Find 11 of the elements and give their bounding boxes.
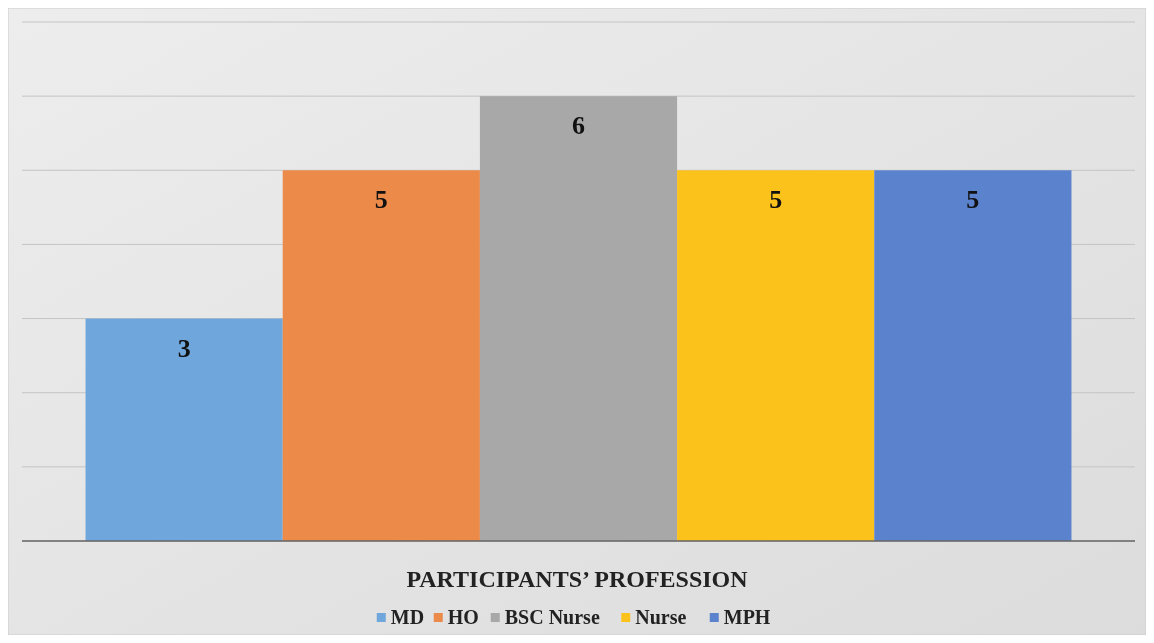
legend-label: MPH — [723, 606, 771, 628]
legend-label: BSC Nurse — [504, 606, 600, 628]
legend-label: Nurse — [635, 606, 687, 628]
data-label: 5 — [966, 185, 980, 215]
legend-label: MD — [390, 606, 425, 628]
data-label: 5 — [374, 185, 388, 215]
x-axis-title: PARTICIPANTS’ PROFESSION — [406, 566, 749, 592]
data-label: 6 — [572, 111, 585, 141]
legend-label: HO — [447, 606, 479, 628]
data-label: 3 — [177, 333, 191, 363]
data-label: 5 — [769, 185, 783, 215]
